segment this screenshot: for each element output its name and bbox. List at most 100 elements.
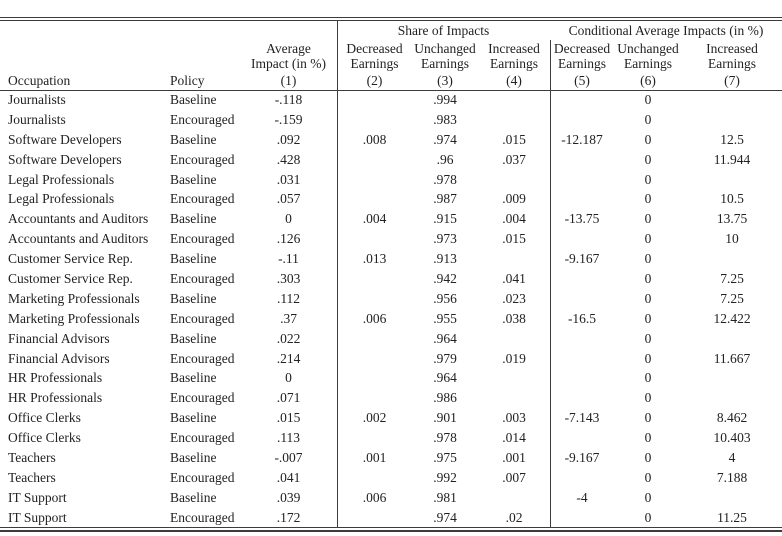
occupation-cell: Software Developers [8,131,122,147]
policy-cell: Encouraged [170,469,235,485]
avg-impact-cell: -.11 [278,251,299,267]
policy-cell: Encouraged [170,310,235,326]
share-unchanged-cell: .983 [433,111,457,127]
column-separator-share [337,21,339,527]
occupation-cell: HR Professionals [8,370,103,386]
column-header-line: Impact (in %) [251,55,326,71]
cond-unchanged-cell: 0 [644,270,652,286]
cond-unchanged-cell: 0 [644,111,652,127]
share-unchanged-cell: .987 [433,191,457,207]
cond-unchanged-cell: 0 [644,151,652,167]
table-row: Marketing Professionals Encouraged .37 .… [0,309,782,329]
table-row: Teachers Encouraged .041 .992 .007 0 7.1… [0,468,782,488]
cond-unchanged-cell: 0 [644,310,652,326]
table-row: HR Professionals Encouraged .071 .986 0 [0,388,782,408]
share-unchanged-cell: .974 [433,131,457,147]
policy-cell: Baseline [170,251,217,267]
cond-unchanged-cell: 0 [644,449,652,465]
column-header-line: Unchanged [414,40,476,56]
share-unchanged-cell: .913 [433,251,457,267]
cond-decreased-cell: -13.75 [564,211,600,227]
header-rule [0,89,782,91]
table-body: Journalists Baseline -.118 .994 0 Journa… [0,90,782,528]
column-header-share-unchanged: Unchanged Earnings [412,41,478,73]
cond-unchanged-cell: 0 [644,430,652,446]
group-header-conditional-average-impacts: Conditional Average Impacts (in %) [568,22,764,38]
column-number-5: (5) [574,72,590,88]
occupation-cell: IT Support [8,509,67,525]
occupation-cell: Teachers [8,449,56,465]
share-increased-cell: .037 [502,151,526,167]
cond-decreased-cell: -12.187 [561,131,603,147]
share-decreased-cell: .006 [362,310,387,326]
occupation-cell: Software Developers [8,151,122,167]
occupation-cell: Journalists [8,91,66,107]
column-header-line: Increased [706,40,758,56]
cond-increased-cell: 7.25 [720,290,744,306]
column-number-7: (7) [724,72,740,88]
policy-cell: Baseline [170,330,217,346]
share-increased-cell: .014 [502,430,526,446]
avg-impact-cell: .039 [276,489,301,505]
table-row: IT Support Baseline .039 .006 .981 -4 0 [0,488,782,508]
cond-unchanged-cell: 0 [644,191,652,207]
occupation-cell: Financial Advisors [8,330,110,346]
share-increased-cell: .019 [502,350,526,366]
occupation-cell: Legal Professionals [8,171,115,187]
cond-unchanged-cell: 0 [644,330,652,346]
cond-increased-cell: 13.75 [716,211,748,227]
column-number-2: (2) [366,72,383,88]
share-unchanged-cell: .942 [433,270,457,286]
avg-impact-cell: .057 [276,191,301,207]
column-header-line: Decreased [346,40,403,56]
column-header-line: Earnings [421,55,469,71]
policy-cell: Baseline [170,290,217,306]
cond-unchanged-cell: 0 [644,469,652,485]
cond-increased-cell: 4 [728,449,736,465]
column-number-1: (1) [280,72,297,88]
share-unchanged-cell: .956 [433,290,457,306]
column-header-line: Earnings [350,55,399,71]
policy-cell: Encouraged [170,231,235,247]
column-header-policy: Policy [170,72,205,88]
avg-impact-cell: .303 [276,270,301,286]
policy-cell: Encouraged [170,430,235,446]
occupation-cell: Marketing Professionals [8,290,140,306]
column-number-4: (4) [506,72,522,88]
avg-impact-cell: .214 [276,350,301,366]
policy-cell: Baseline [170,410,217,426]
policy-cell: Encouraged [170,270,235,286]
policy-cell: Encouraged [170,390,235,406]
cond-unchanged-cell: 0 [644,91,652,107]
table-row: Journalists Encouraged -.159 .983 0 [0,110,782,130]
column-number-6: (6) [640,72,656,88]
avg-impact-cell: .428 [276,151,301,167]
avg-impact-cell: .041 [276,469,301,485]
occupation-cell: IT Support [8,489,67,505]
cond-increased-cell: 11.25 [717,509,747,525]
column-header-line: Average [266,40,311,56]
occupation-cell: Legal Professionals [8,191,115,207]
table-row: Legal Professionals Baseline .031 .978 0 [0,170,782,190]
table-row: Financial Advisors Encouraged .214 .979 … [0,349,782,369]
avg-impact-cell: .113 [276,430,301,446]
cond-unchanged-cell: 0 [644,290,652,306]
column-header-cond-increased: Increased Earnings [682,41,782,73]
column-header-line: Unchanged [617,40,679,56]
share-increased-cell: .023 [502,290,526,306]
share-unchanged-cell: .96 [436,151,454,167]
policy-cell: Encouraged [170,350,235,366]
share-unchanged-cell: .964 [433,330,457,346]
share-unchanged-cell: .973 [433,231,457,247]
avg-impact-cell: .022 [276,330,301,346]
table-row: Accountants and Auditors Encouraged .126… [0,229,782,249]
top-rule-inner [0,20,782,22]
occupation-cell: Office Clerks [8,410,81,426]
cond-unchanged-cell: 0 [644,390,652,406]
share-unchanged-cell: .978 [433,171,457,187]
avg-impact-cell: .071 [276,390,301,406]
column-header-cond-unchanged: Unchanged Earnings [614,41,682,73]
column-header-line: Increased [488,40,540,56]
occupation-cell: Journalists [8,111,66,127]
table-row: Office Clerks Baseline .015 .002 .901 .0… [0,408,782,428]
